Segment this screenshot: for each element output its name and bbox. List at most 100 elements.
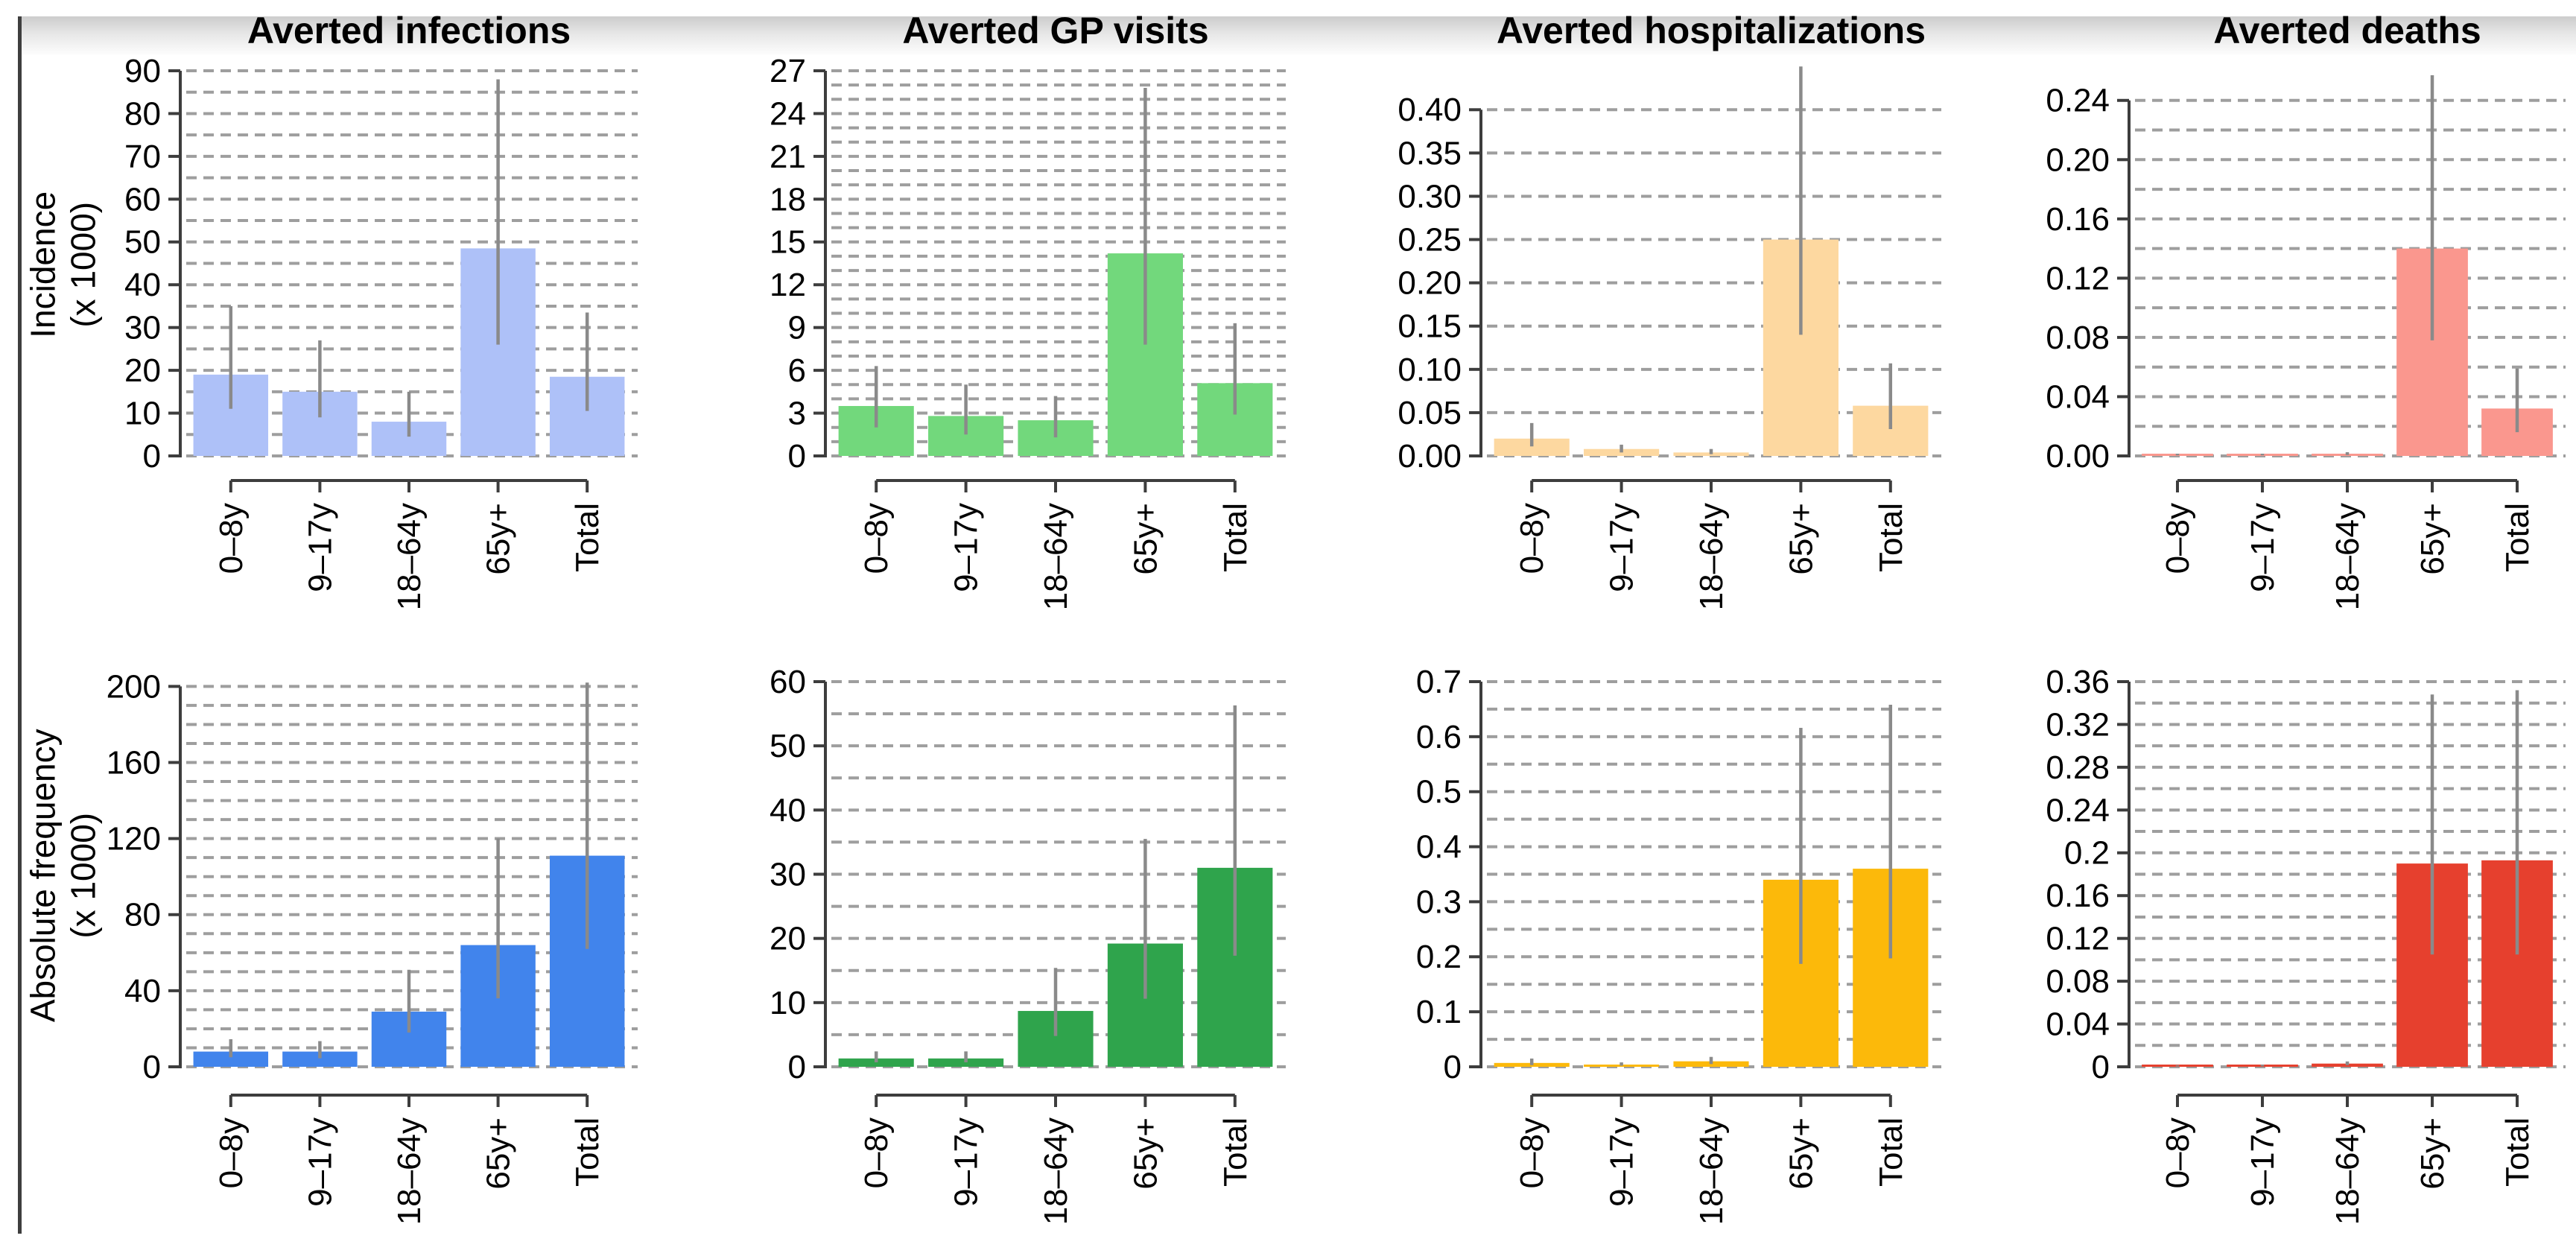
y-tick-label: 0.04 — [2046, 1006, 2110, 1043]
y-tick-label: 0.2 — [2064, 835, 2110, 872]
x-tick-label: 18–64y — [1693, 503, 1730, 610]
y-tick-label: 60 — [770, 664, 806, 700]
panel-absolute-frequency-averted-gp-visits: 0 10 20 30 40 50 60 0–8y 9–17y 18–64y 65y+ Total — [648, 633, 1296, 1259]
x-tick-label: 18–64y — [1038, 1117, 1074, 1225]
x-tick-label: 18–64y — [2329, 503, 2366, 610]
y-tick-label: 0.08 — [2046, 320, 2110, 356]
y-tick-label: 0.00 — [2046, 438, 2110, 475]
bar-9–17y — [928, 1058, 1004, 1067]
x-tick-label: 0–8y — [1514, 503, 1550, 574]
x-tick-label: 0–8y — [213, 503, 250, 574]
x-tick-label: 65y+ — [1783, 1117, 1819, 1190]
y-tick-label: 0 — [1444, 1049, 1462, 1085]
x-tick-label: Total — [569, 503, 606, 572]
bar-chart-svg: 0 0.04 0.08 0.12 0.16 0.2 0.24 0.28 0.32 0.36 0–8y… — [2046, 664, 2566, 1225]
y-tick-label: 70 — [124, 139, 161, 175]
y-tick-label: 0.5 — [1416, 774, 1462, 811]
x-tick-label: 65y+ — [1127, 1117, 1164, 1190]
panel-title: Averted GP visits — [902, 10, 1209, 51]
x-tick-label: 65y+ — [480, 1117, 517, 1190]
x-tick-label: 18–64y — [391, 1117, 428, 1225]
y-tick-label: 0.12 — [2046, 260, 2110, 296]
y-tick-label: 0.35 — [1398, 135, 1462, 171]
y-tick-label: 0.30 — [1398, 178, 1462, 215]
y-tick-label: 0.16 — [2046, 878, 2110, 914]
page-top-edge — [21, 16, 2576, 55]
y-tick-label: 90 — [124, 53, 161, 89]
x-tick-label: 9–17y — [302, 503, 338, 592]
x-tick-label: 65y+ — [480, 503, 517, 575]
y-tick-label: 6 — [788, 352, 806, 389]
y-tick-label: 50 — [770, 728, 806, 764]
y-tick-label: 60 — [124, 181, 161, 218]
y-tick-label: 160 — [107, 744, 161, 781]
x-tick-label: 18–64y — [391, 503, 428, 610]
y-tick-label: 0.40 — [1398, 92, 1462, 128]
x-tick-label: 18–64y — [2329, 1117, 2366, 1225]
x-tick-label: 9–17y — [1604, 503, 1640, 592]
y-tick-label: 0 — [143, 1049, 161, 1085]
y-tick-label: 0.25 — [1398, 222, 1462, 259]
y-tick-label: 15 — [770, 224, 806, 261]
bar-chart-svg: 0 10 20 30 40 50 60 0–8y 9–17y 18–64y 65y+ Total — [770, 664, 1286, 1225]
bar-0–8y — [838, 1058, 914, 1067]
y-tick-label: 120 — [107, 821, 161, 857]
y-tick-label: 80 — [124, 897, 161, 933]
bar-chart-svg: 0 3 6 9 12 15 18 21 24 27 0–8y 9–17y 18–64y 65y+ Total — [770, 53, 1286, 610]
y-tick-label: 30 — [770, 856, 806, 892]
x-tick-label: 65y+ — [2414, 503, 2451, 575]
x-tick-label: 65y+ — [1127, 503, 1164, 575]
y-tick-label: 0.24 — [2046, 83, 2110, 119]
y-tick-label: 80 — [124, 95, 161, 132]
y-tick-label: 0.2 — [1416, 939, 1462, 975]
x-tick-label: 0–8y — [213, 1117, 250, 1188]
y-tick-label: 0.04 — [2046, 378, 2110, 415]
y-tick-label: 0.08 — [2046, 963, 2110, 1000]
y-tick-label: 30 — [124, 310, 161, 346]
bar-chart-svg: 0.00 0.05 0.10 0.15 0.20 0.25 0.30 0.35 0.40 0–8y… — [1398, 66, 1941, 610]
panel-incidence-averted-infections: Averted infections 0 10 20 30 40 50 60 70 80 90 0–… — [22, 0, 648, 633]
y-tick-label: 0.36 — [2046, 664, 2110, 700]
panel-title: Averted infections — [247, 10, 571, 51]
y-tick-label: 18 — [770, 181, 806, 218]
y-tick-label: 3 — [788, 396, 806, 432]
x-tick-label: Total — [2499, 1117, 2536, 1187]
y-tick-label: 40 — [124, 267, 161, 303]
y-tick-label: 40 — [770, 792, 806, 828]
x-tick-label: 0–8y — [858, 1117, 895, 1188]
y-tick-label: 20 — [770, 921, 806, 957]
y-tick-label: 200 — [107, 668, 161, 705]
x-tick-label: 9–17y — [2245, 503, 2281, 592]
y-tick-label: 0.28 — [2046, 749, 2110, 786]
x-tick-label: Total — [1873, 503, 1909, 572]
y-tick-label: 12 — [770, 267, 806, 303]
y-tick-label: 0.6 — [1416, 719, 1462, 755]
y-tick-label: 10 — [770, 985, 806, 1021]
page-left-border — [18, 16, 22, 1234]
y-tick-label: 0.1 — [1416, 994, 1462, 1030]
y-tick-label: 0.12 — [2046, 921, 2110, 957]
y-tick-label: 0 — [788, 438, 806, 475]
panel-absolute-frequency-averted-deaths: 0 0.04 0.08 0.12 0.16 0.2 0.24 0.28 0.32 0.36 0–8y… — [1952, 633, 2576, 1259]
x-tick-label: 9–17y — [2245, 1117, 2281, 1207]
x-tick-label: 0–8y — [1514, 1117, 1550, 1188]
y-tick-label: 0.3 — [1416, 884, 1462, 920]
x-tick-label: 65y+ — [2414, 1117, 2451, 1190]
y-tick-label: 0.16 — [2046, 201, 2110, 238]
bar-chart-svg: 0 0.1 0.2 0.3 0.4 0.5 0.6 0.7 0–8y 9–17y 18–64y 65y… — [1416, 664, 1941, 1225]
y-tick-label: 0.7 — [1416, 664, 1462, 700]
y-tick-label: 0.00 — [1398, 438, 1462, 475]
y-tick-label: 27 — [770, 53, 806, 89]
y-tick-label: 0.24 — [2046, 792, 2110, 828]
y-tick-label: 9 — [788, 310, 806, 346]
panel-incidence-averted-gp-visits: Averted GP visits 0 3 6 9 12 15 18 21 24 27 0–8y 9–… — [648, 0, 1296, 633]
y-tick-label: 0.4 — [1416, 829, 1462, 866]
x-tick-label: Total — [1217, 1117, 1254, 1187]
x-tick-label: 0–8y — [2160, 1117, 2196, 1188]
x-tick-label: 9–17y — [1604, 1117, 1640, 1207]
x-tick-label: 18–64y — [1038, 503, 1074, 610]
x-tick-label: Total — [1873, 1117, 1909, 1187]
x-tick-label: 9–17y — [948, 1117, 985, 1207]
y-tick-label: 50 — [124, 224, 161, 261]
